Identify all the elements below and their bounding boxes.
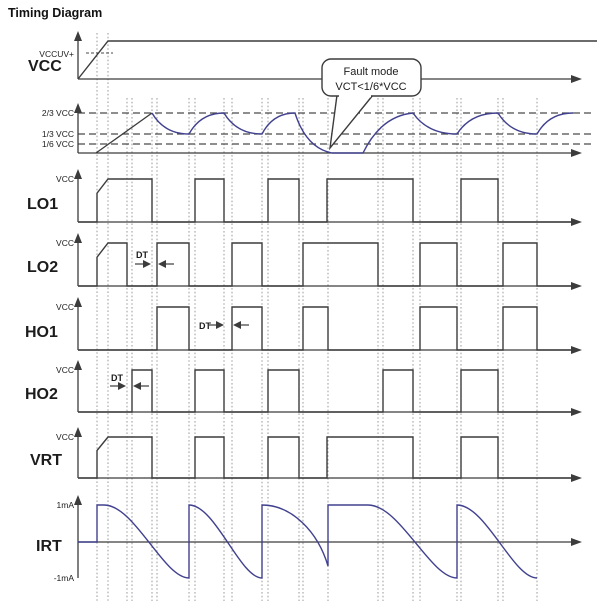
fault-callout-text-line1: Fault mode — [343, 66, 398, 78]
IRT-waveform — [78, 504, 538, 579]
VCT-time-axis-arrow — [571, 149, 582, 157]
VCC-time-axis-arrow — [571, 75, 582, 83]
VRT-unit-label: VCC — [56, 432, 74, 442]
row-LO1: LO1 VCC — [27, 169, 582, 226]
HO1-waveform — [78, 306, 571, 351]
HO1-time-axis-arrow — [571, 346, 582, 354]
dt-right-arrowhead — [118, 382, 126, 390]
IRT-minus-label: -1mA — [54, 573, 75, 583]
HO1-unit-label: VCC — [56, 302, 74, 312]
row-HO2: HO2 VCC — [25, 360, 582, 416]
HO2-unit-label: VCC — [56, 365, 74, 375]
VCC-label: VCC — [28, 58, 62, 75]
fault-callout-tail — [328, 94, 374, 151]
VRT-v-axis-arrow — [74, 427, 82, 437]
dt-marker-LO2: DT — [135, 250, 174, 268]
LO1-waveform — [78, 178, 571, 223]
fault-callout-text-line2: VCT<1/6*VCC — [335, 81, 406, 93]
page-title: Timing Diagram — [8, 6, 102, 20]
dt-label: DT — [136, 250, 148, 260]
HO1-v-axis-arrow — [74, 297, 82, 307]
HO2-label: HO2 — [25, 386, 58, 403]
row-HO1: HO1 VCC — [25, 297, 582, 354]
VRT-waveform — [78, 436, 571, 479]
dt-right-arrowhead — [143, 260, 151, 268]
vccuv-label: VCCUV+ — [39, 49, 74, 59]
LO1-label: LO1 — [27, 196, 58, 213]
LO2-v-axis-arrow — [74, 233, 82, 243]
dt-label: DT — [199, 321, 211, 331]
vct-level-label: 2/3 VCC — [42, 108, 74, 118]
vct-level-label: 1/6 VCC — [42, 139, 74, 149]
HO2-v-axis-arrow — [74, 360, 82, 370]
IRT-label: IRT — [36, 538, 62, 555]
vct-startup-ramp — [95, 112, 153, 154]
IRT-time-axis-arrow — [571, 538, 582, 546]
row-VRT: VRT VCC — [30, 427, 582, 482]
row-IRT: IRT 1mA -1mA — [36, 495, 582, 583]
dt-marker-HO1: DT — [199, 321, 249, 331]
LO1-unit-label: VCC — [56, 174, 74, 184]
VCC-v-axis-arrow — [74, 31, 82, 41]
LO1-v-axis-arrow — [74, 169, 82, 179]
HO2-time-axis-arrow — [571, 408, 582, 416]
fault-callout-bubble — [321, 58, 422, 97]
fault-callout: Fault mode VCT<1/6*VCC — [321, 58, 422, 151]
IRT-plus-label: 1mA — [57, 500, 75, 510]
vct-waveform — [151, 112, 574, 154]
dt-left-arrowhead — [158, 260, 166, 268]
VCT-v-axis-arrow — [74, 103, 82, 113]
LO2-time-axis-arrow — [571, 282, 582, 290]
row-LO2: LO2 VCC — [27, 233, 582, 290]
IRT-v-axis-arrow — [74, 495, 82, 505]
dt-label: DT — [111, 373, 123, 383]
dt-right-arrowhead — [216, 321, 224, 329]
vct-level-label: 1/3 VCC — [42, 129, 74, 139]
dt-marker-HO2: DT — [110, 373, 149, 390]
LO2-label: LO2 — [27, 259, 58, 276]
HO2-waveform — [78, 369, 571, 413]
LO2-unit-label: VCC — [56, 238, 74, 248]
dt-left-arrowhead — [133, 382, 141, 390]
VRT-time-axis-arrow — [571, 474, 582, 482]
LO2-waveform — [78, 242, 571, 287]
dt-left-arrowhead — [233, 321, 241, 329]
LO1-time-axis-arrow — [571, 218, 582, 226]
vcc-waveform — [77, 40, 597, 80]
gridlines — [96, 33, 538, 601]
VRT-label: VRT — [30, 452, 62, 469]
HO1-label: HO1 — [25, 324, 58, 341]
